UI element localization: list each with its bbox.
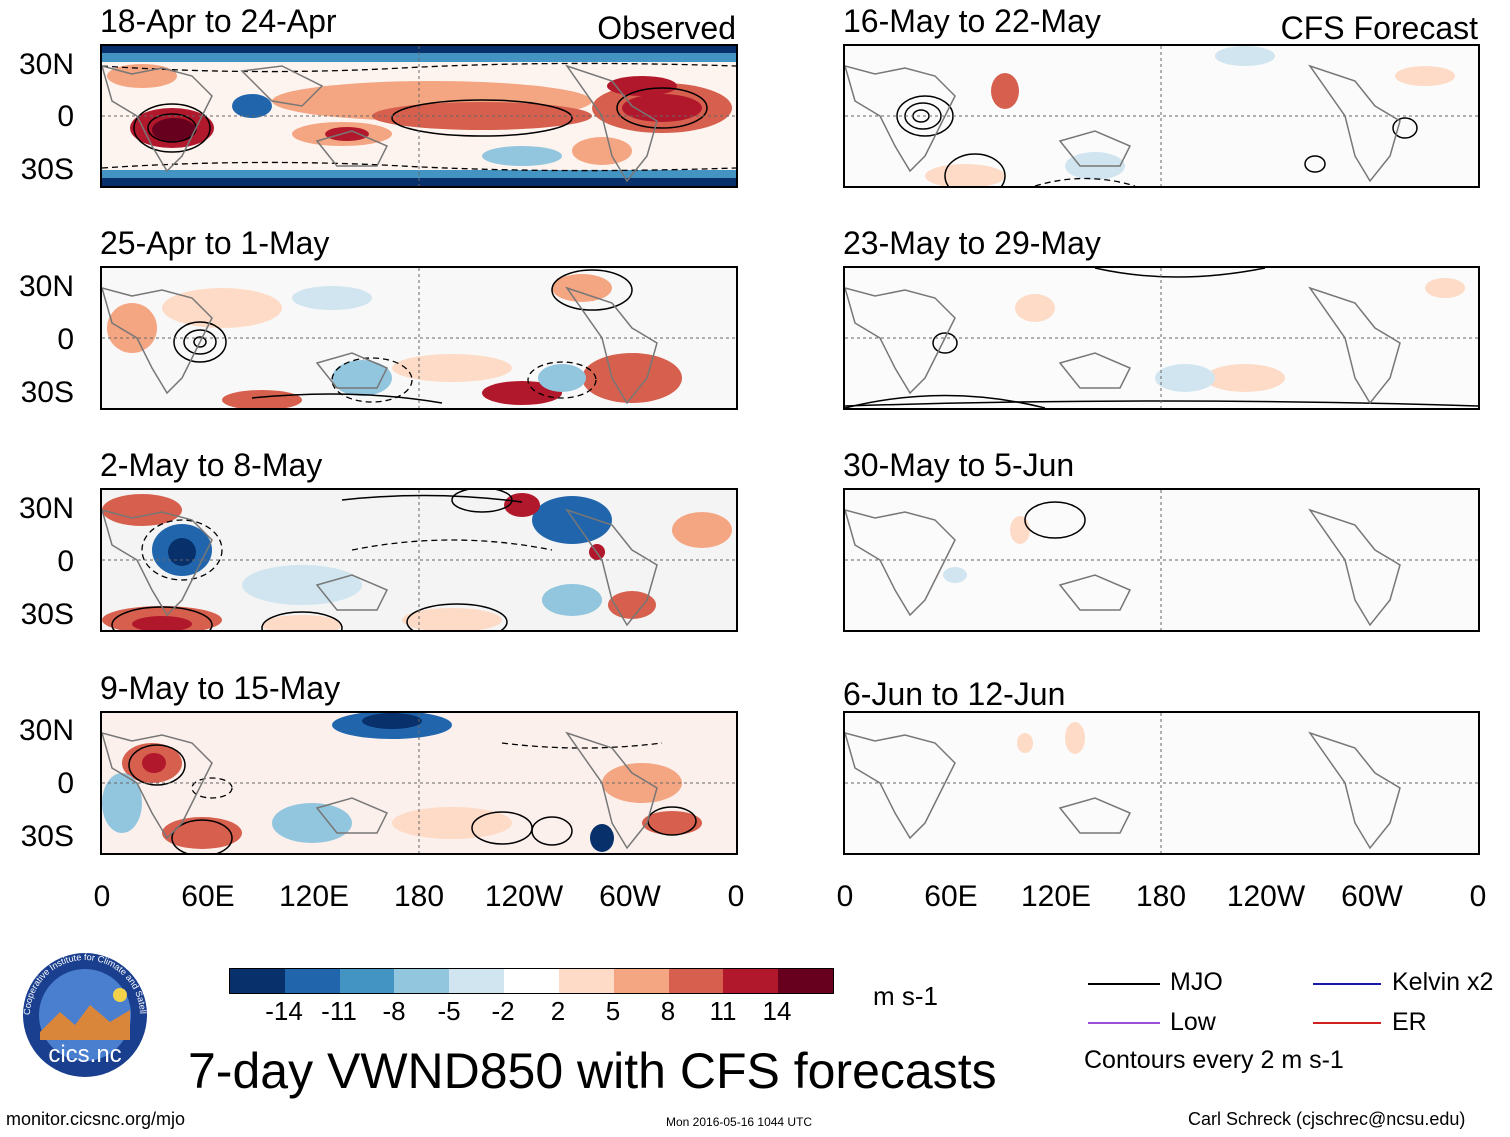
legend-low-line	[1088, 1022, 1160, 1024]
lon-label: 60E	[924, 880, 978, 913]
colorbar-swatch	[394, 969, 450, 993]
observed-map-panel	[100, 488, 738, 632]
colorbar-label: 11	[709, 996, 737, 1026]
lat-label: 0	[57, 100, 74, 133]
legend-er-line	[1313, 1022, 1381, 1024]
lon-label: 120E	[1020, 880, 1092, 913]
observed-map-panel	[100, 711, 738, 855]
colorbar-label: 8	[660, 996, 676, 1026]
forecast-header: CFS Forecast	[1280, 10, 1478, 46]
colorbar-label: -5	[437, 996, 461, 1026]
forecast-map-panel	[843, 266, 1480, 410]
observed-panel-title: 2-May to 8-May	[100, 447, 323, 483]
colorbar-units: m s-1	[873, 981, 938, 1011]
lon-label: 60W	[599, 880, 661, 913]
colorbar-label: -2	[491, 996, 515, 1026]
lat-label: 30S	[20, 598, 74, 631]
footer-author: Carl Schreck (cjschrec@ncsu.edu)	[1188, 1109, 1466, 1129]
lat-label: 0	[57, 545, 74, 578]
logo-text: cics.nc	[48, 1041, 121, 1068]
lat-label: 0	[57, 323, 74, 356]
colorbar-swatch	[230, 969, 285, 993]
lon-label: 60E	[181, 880, 235, 913]
legend-kelvin-label: Kelvin x2	[1392, 968, 1494, 996]
lon-label: 0	[93, 880, 111, 913]
colorbar-swatch	[613, 969, 669, 993]
forecast-map-panel	[843, 44, 1480, 188]
forecast-panel-title: 16-May to 22-May	[843, 3, 1101, 39]
colorbar-label: -8	[382, 996, 406, 1026]
lat-label: 30S	[20, 376, 74, 409]
lon-label: 0	[1469, 880, 1487, 913]
colorbar-label: 5	[605, 996, 621, 1026]
forecast-panel-title: 6-Jun to 12-Jun	[843, 676, 1066, 712]
colorbar-swatch	[723, 969, 779, 993]
observed-map-panel	[100, 266, 738, 410]
colorbar	[229, 968, 834, 994]
colorbar-label: -11	[321, 996, 357, 1026]
forecast-panel-title: 30-May to 5-Jun	[843, 447, 1075, 483]
lat-label: 30N	[18, 48, 74, 81]
colorbar-label: -14	[265, 996, 303, 1026]
contour-note: Contours every 2 m s-1	[1084, 1046, 1344, 1074]
lon-label: 120W	[484, 880, 564, 913]
legend-mjo-line	[1088, 983, 1160, 985]
lon-label: 120W	[1226, 880, 1306, 913]
forecast-map-panel	[843, 488, 1480, 632]
lon-label: 180	[393, 880, 445, 913]
footer-url[interactable]: monitor.cicsnc.org/mjo	[6, 1109, 186, 1129]
legend-low-label: Low	[1170, 1008, 1216, 1036]
lat-label: 30S	[20, 153, 74, 186]
colorbar-label: 2	[550, 996, 566, 1026]
lat-label: 30N	[18, 270, 74, 303]
observed-map-panel	[100, 44, 738, 188]
colorbar-swatch	[449, 969, 505, 993]
lon-label: 180	[1135, 880, 1187, 913]
forecast-map-panel	[843, 711, 1480, 855]
main-title: 7-day VWND850 with CFS forecasts	[188, 1043, 997, 1099]
colorbar-swatch	[778, 969, 833, 993]
footer-timestamp: Mon 2016-05-16 1044 UTC	[666, 1115, 813, 1129]
colorbar-swatch	[284, 969, 340, 993]
lon-label: 120E	[278, 880, 350, 913]
forecast-panel-title: 23-May to 29-May	[843, 225, 1101, 261]
lon-label: 0	[727, 880, 745, 913]
lat-label: 0	[57, 767, 74, 800]
lat-label: 30N	[18, 714, 74, 747]
observed-panel-title: 25-Apr to 1-May	[100, 225, 330, 261]
legend-mjo-label: MJO	[1170, 968, 1223, 996]
observed-panel-title: 9-May to 15-May	[100, 670, 341, 706]
lat-label: 30N	[18, 492, 74, 525]
lon-label: 0	[836, 880, 854, 913]
lat-label: 30S	[20, 820, 74, 853]
colorbar-swatch	[668, 969, 724, 993]
colorbar-swatch	[339, 969, 395, 993]
colorbar-swatch	[504, 969, 559, 993]
observed-header: Observed	[597, 10, 736, 46]
cics-logo: Cooperative Institute for Climate and Sa…	[7, 942, 160, 1080]
legend-kelvin-line	[1313, 983, 1381, 985]
legend-er-label: ER	[1392, 1008, 1427, 1036]
colorbar-label: 14	[762, 996, 792, 1026]
observed-panel-title: 18-Apr to 24-Apr	[100, 3, 337, 39]
colorbar-swatch	[558, 969, 614, 993]
lon-label: 60W	[1341, 880, 1403, 913]
